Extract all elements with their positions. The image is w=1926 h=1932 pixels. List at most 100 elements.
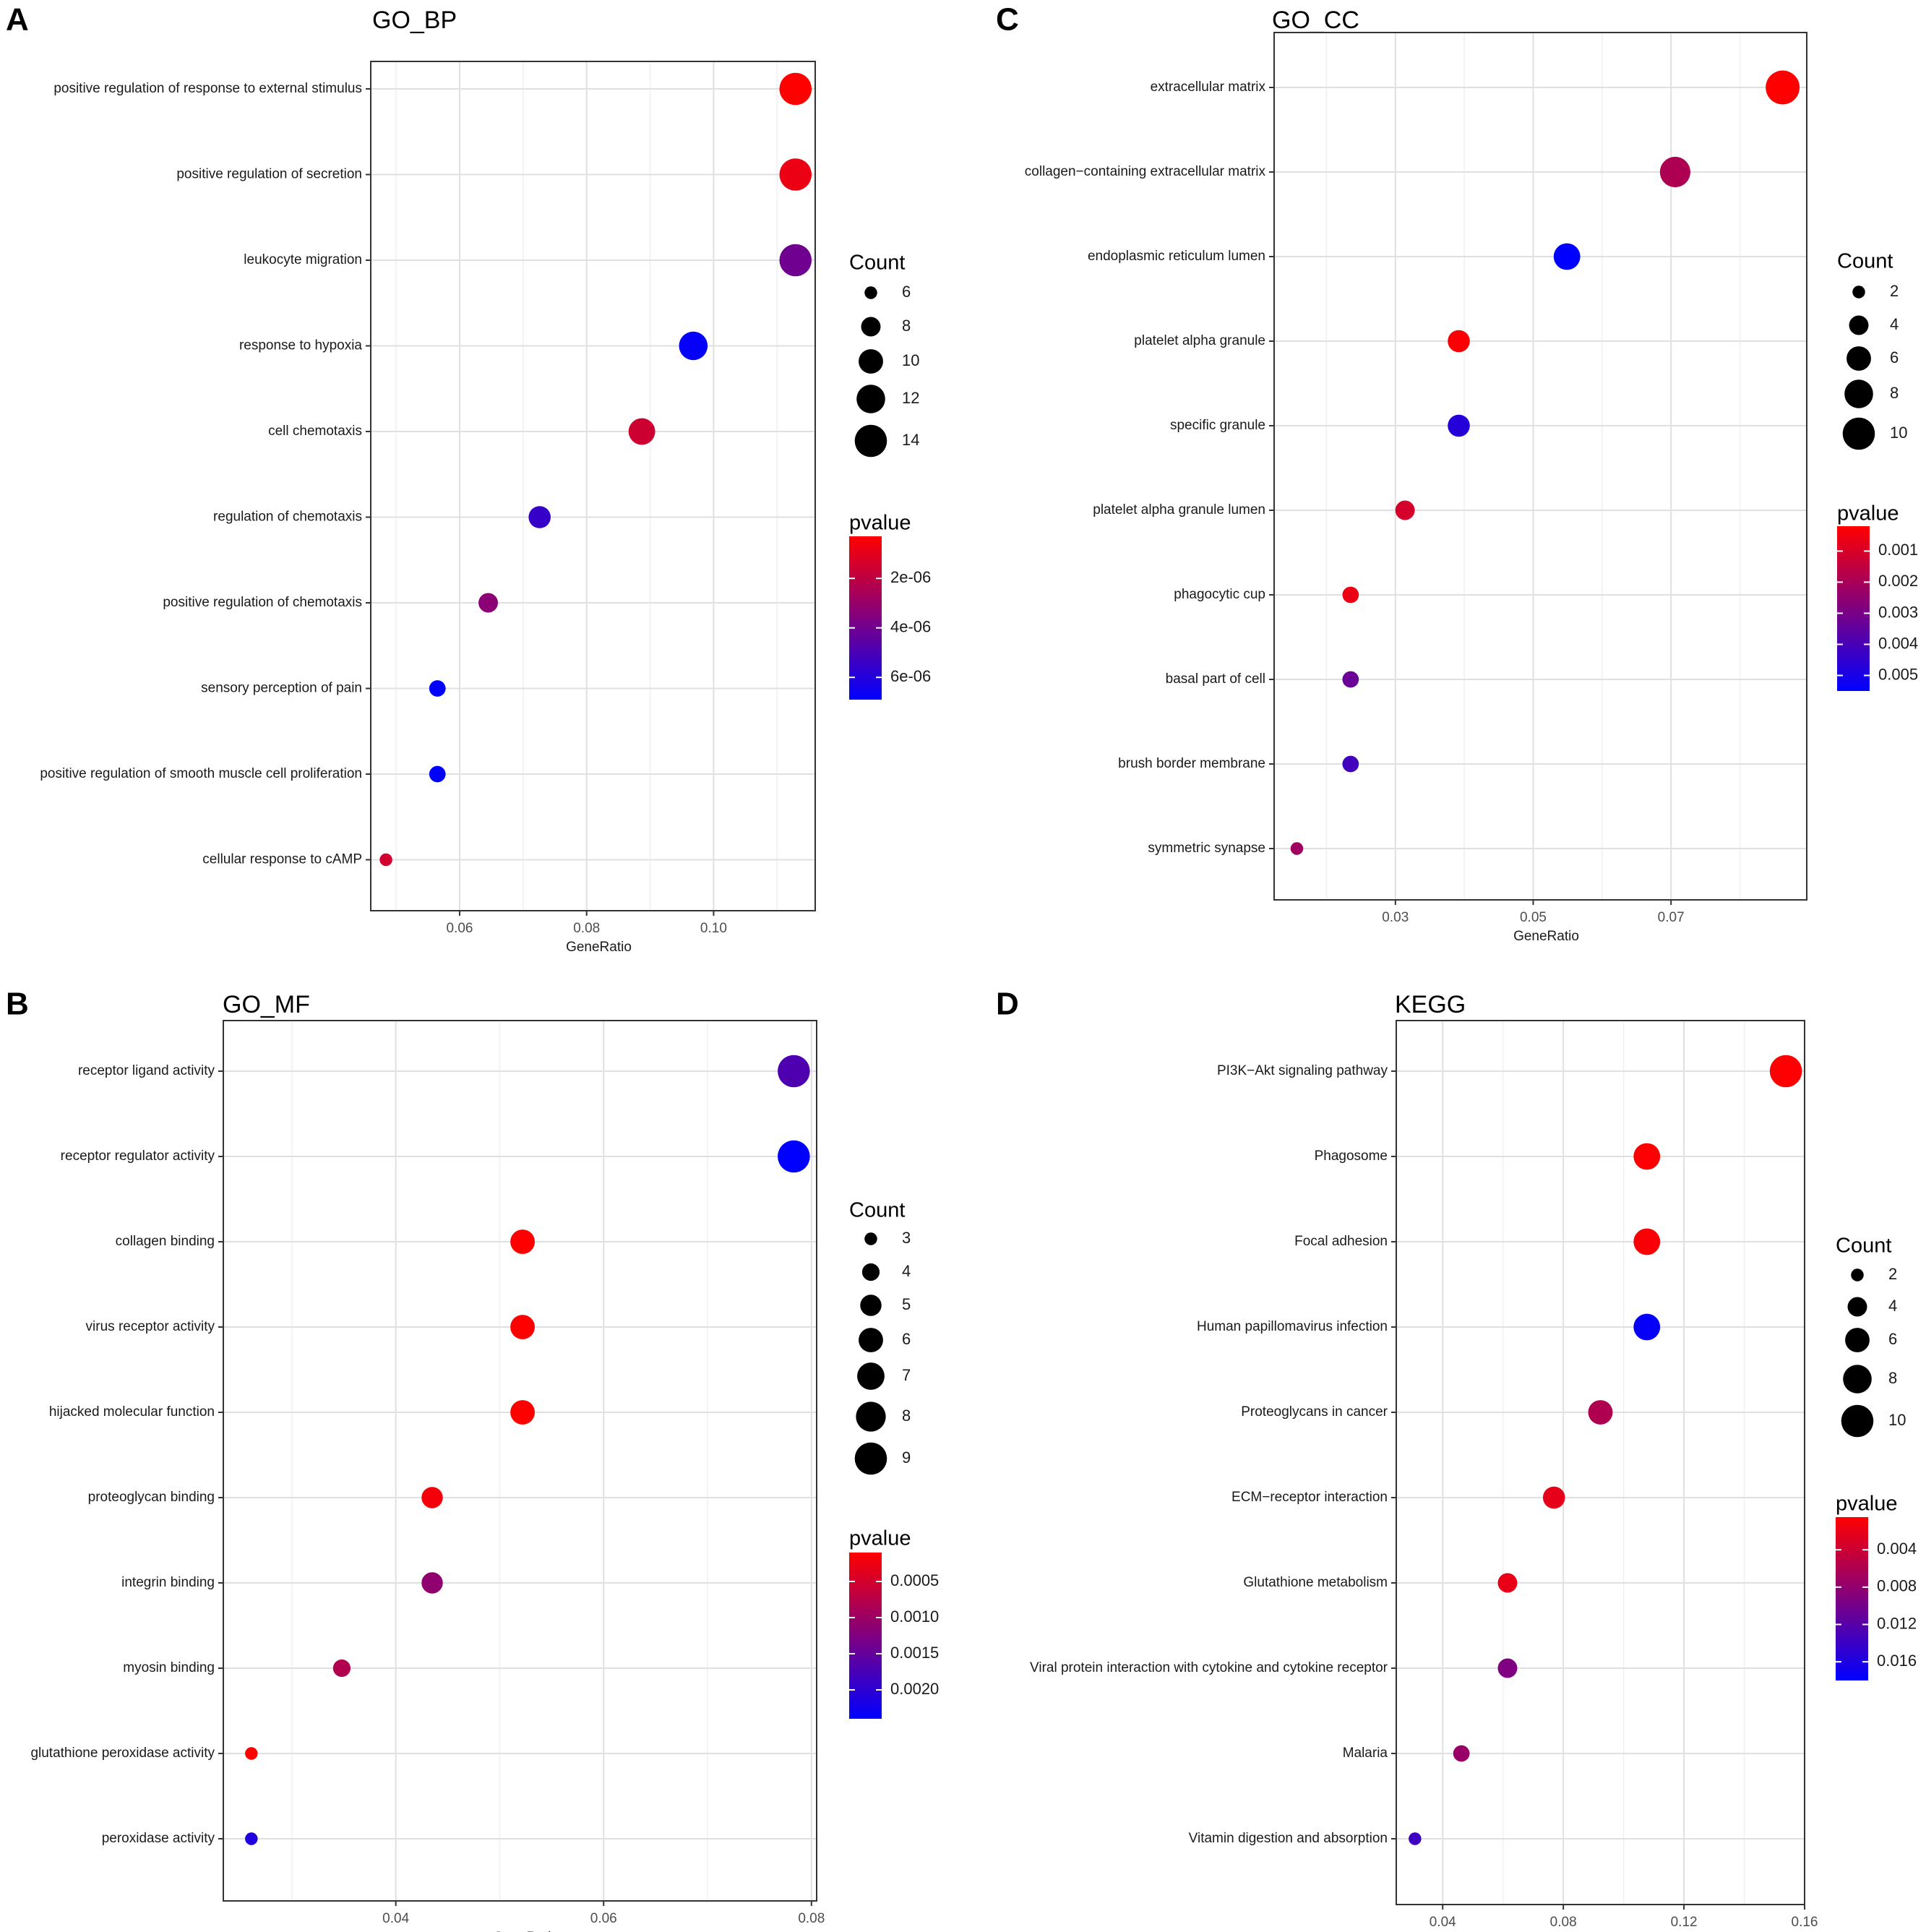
size-legend-key (857, 1362, 885, 1390)
category-label: platelet alpha granule (1134, 333, 1265, 348)
size-legend-label: 4 (902, 1262, 911, 1280)
data-point (1633, 1313, 1661, 1341)
data-point (779, 244, 812, 277)
data-point (778, 1055, 810, 1088)
data-point (679, 331, 708, 361)
size-legend-key (864, 1232, 877, 1245)
data-point (379, 853, 392, 867)
x-tick-label: 0.16 (1792, 1915, 1818, 1930)
color-legend-label: 0.0020 (890, 1680, 939, 1698)
panel-letter: C (996, 2, 1019, 38)
size-legend-key (856, 385, 885, 413)
data-point (332, 1659, 351, 1678)
plot-border (223, 1020, 817, 1902)
category-label: Viral protein interaction with cytokine … (1030, 1660, 1388, 1675)
category-label: regulation of chemotaxis (213, 510, 362, 525)
color-legend-label: 0.0015 (890, 1644, 939, 1662)
category-label: specific granule (1170, 418, 1265, 433)
data-point (510, 1315, 536, 1339)
size-legend-label: 8 (902, 1407, 911, 1425)
size-legend-label: 2 (1890, 282, 1899, 300)
category-label: receptor ligand activity (78, 1063, 215, 1078)
data-point (1453, 1745, 1470, 1762)
size-legend-key (861, 1263, 880, 1281)
size-legend-title: Count (1837, 250, 1893, 273)
panel-letter: B (6, 987, 29, 1022)
size-legend-key (1844, 379, 1873, 408)
category-label: Vitamin digestion and absorption (1189, 1831, 1388, 1846)
category-label: cell chemotaxis (268, 424, 362, 439)
size-legend-label: 2 (1888, 1265, 1897, 1283)
color-legend-label: 2e-06 (890, 568, 931, 586)
x-tick-label: 0.08 (573, 921, 600, 936)
size-legend-label: 5 (902, 1295, 911, 1313)
color-legend-label: 0.001 (1878, 541, 1918, 559)
panel-a: A GO_BP positive regulation of response to… (6, 2, 931, 955)
x-axis-title: GeneRatio (1513, 929, 1579, 944)
category-label: PI3K−Akt signaling pathway (1217, 1063, 1388, 1078)
category-label: Human papillomavirus infection (1197, 1319, 1388, 1334)
data-point (1633, 1228, 1661, 1255)
category-label: endoplasmic reticulum lumen (1088, 249, 1265, 264)
size-legend-key (1849, 315, 1869, 335)
size-legend-label: 10 (902, 351, 919, 369)
category-label: basal part of cell (1166, 671, 1265, 687)
panel-letter: A (6, 2, 29, 38)
category-label: peroxidase activity (102, 1831, 215, 1846)
data-point (1766, 70, 1800, 105)
color-legend-label: 0.0005 (890, 1571, 939, 1589)
data-point (1409, 1832, 1422, 1845)
color-legend-label: 6e-06 (890, 667, 931, 685)
data-point (1448, 330, 1470, 353)
size-legend-key (854, 424, 887, 458)
category-label: platelet alpha granule lumen (1093, 502, 1265, 518)
category-label: cellular response to cAMP (202, 852, 362, 867)
data-point (1342, 586, 1359, 604)
size-legend-label: 6 (1890, 348, 1899, 366)
category-label: symmetric synapse (1148, 841, 1265, 856)
size-legend-label: 10 (1888, 1411, 1906, 1429)
size-legend-label: 8 (1890, 384, 1899, 402)
color-legend-label: 0.012 (1877, 1614, 1917, 1632)
data-point (510, 1400, 536, 1425)
size-legend-label: 12 (902, 389, 919, 407)
x-tick-label: 0.03 (1382, 910, 1409, 925)
data-point (1448, 414, 1470, 437)
category-label: positive regulation of chemotaxis (163, 595, 362, 610)
size-legend-title: Count (1836, 1235, 1891, 1258)
color-legend-label: 0.005 (1878, 665, 1918, 683)
category-label: hijacked molecular function (49, 1404, 215, 1420)
category-label: phagocytic cup (1174, 587, 1265, 602)
x-tick-label: 0.04 (382, 1911, 409, 1926)
size-legend-title: Count (849, 252, 905, 275)
data-point (1342, 755, 1359, 773)
category-label: integrin binding (121, 1575, 215, 1590)
data-point (1553, 243, 1581, 270)
data-point (1497, 1658, 1518, 1678)
category-label: collagen−containing extracellular matrix (1025, 164, 1266, 179)
size-legend-title: Count (849, 1199, 905, 1222)
color-legend-label: 0.0010 (890, 1607, 939, 1626)
plot-border (1273, 32, 1807, 901)
size-legend-key (854, 1442, 887, 1475)
size-legend-key (1847, 1297, 1867, 1317)
category-label: receptor regulator activity (61, 1149, 215, 1164)
data-point (1588, 1400, 1613, 1425)
data-point (779, 72, 812, 106)
plot-border (1396, 1020, 1805, 1905)
size-legend-key (859, 1328, 883, 1352)
color-legend-label: 0.002 (1878, 572, 1918, 590)
color-legend-title: pvalue (1837, 502, 1899, 525)
color-legend-label: 0.004 (1877, 1540, 1917, 1558)
size-legend-label: 8 (1888, 1369, 1897, 1387)
category-label: response to hypoxia (239, 338, 362, 353)
data-point (1342, 671, 1359, 688)
category-label: Malaria (1343, 1746, 1388, 1761)
size-legend-label: 6 (902, 283, 911, 301)
category-label: collagen binding (116, 1234, 215, 1249)
category-label: leukocyte migration (244, 252, 362, 267)
size-legend-key (1851, 1268, 1864, 1281)
data-point (778, 1140, 810, 1173)
panel-title: GO_BP (372, 7, 457, 34)
